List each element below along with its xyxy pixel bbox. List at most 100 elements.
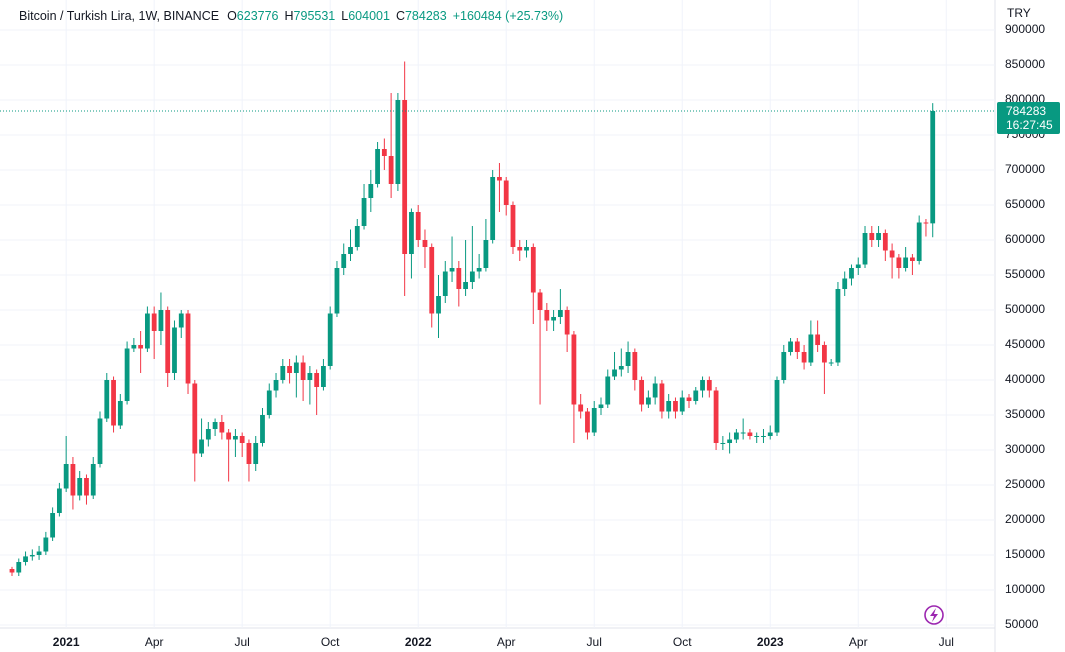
candle-body	[598, 404, 604, 408]
candle-body	[544, 310, 550, 321]
ohlc-value: 795531	[294, 9, 336, 23]
candle-body	[158, 310, 164, 331]
candle-body	[226, 432, 232, 440]
candle-body	[341, 254, 347, 269]
candle-body	[260, 414, 265, 443]
candle-body	[56, 488, 62, 513]
candle-body	[490, 177, 496, 241]
price-label: 784283	[1006, 104, 1046, 118]
candle-body	[165, 310, 171, 373]
candle-body	[530, 247, 536, 293]
candle-body	[774, 379, 780, 433]
y-tick-label: 500000	[1005, 302, 1045, 316]
candle-body	[246, 442, 252, 464]
candle-body	[368, 184, 374, 199]
candle-body	[16, 561, 22, 573]
y-tick-label: 50000	[1005, 617, 1039, 631]
candle-body	[551, 317, 556, 321]
candle-body	[124, 348, 130, 401]
candle-body	[111, 379, 116, 426]
candle-body	[497, 177, 502, 181]
candle-body	[280, 365, 286, 380]
candle-body	[185, 313, 191, 384]
candle-body	[591, 407, 597, 433]
y-tick-label: 100000	[1005, 582, 1045, 596]
candle-body	[740, 432, 746, 434]
candle-body	[442, 271, 448, 296]
candle-body	[849, 268, 854, 279]
candle-body	[889, 250, 895, 258]
candle-body	[652, 383, 658, 398]
candle-body	[747, 432, 753, 436]
candle-body	[869, 233, 875, 241]
replay-icon[interactable]	[924, 605, 944, 625]
candle-body	[659, 383, 665, 412]
candle-body	[409, 212, 414, 255]
candle-body	[463, 282, 468, 290]
candle-body	[300, 362, 306, 380]
candle-body	[788, 341, 793, 352]
candle-body	[348, 247, 353, 255]
candle-body	[882, 233, 888, 251]
candle-body	[199, 439, 204, 454]
candle-body	[287, 365, 292, 373]
candle-body	[402, 100, 408, 255]
candle-body	[178, 313, 184, 328]
x-tick-label: Jul	[587, 635, 602, 649]
y-tick-label: 200000	[1005, 512, 1045, 526]
candle-body	[828, 362, 834, 364]
candle-body	[145, 313, 150, 349]
x-tick-label: Jul	[939, 635, 954, 649]
y-tick-label: 450000	[1005, 337, 1045, 351]
candle-body	[801, 351, 807, 363]
ohlc-label: O	[227, 9, 237, 23]
candle-body	[327, 313, 333, 366]
candle-body	[151, 313, 157, 331]
candle-body	[219, 421, 225, 433]
candle-body	[104, 379, 110, 419]
candle-body	[578, 404, 584, 412]
y-tick-label: 150000	[1005, 547, 1045, 561]
candle-body	[415, 212, 421, 241]
candle-body	[381, 149, 387, 157]
candle-body	[612, 369, 617, 377]
y-tick-label: 350000	[1005, 407, 1045, 421]
candle-body	[138, 345, 144, 349]
candle-body	[842, 278, 848, 290]
y-tick-label: 550000	[1005, 267, 1045, 281]
y-tick-label: 650000	[1005, 197, 1045, 211]
y-tick-label: 900000	[1005, 22, 1045, 36]
ohlc-label: L	[341, 9, 348, 23]
candle-body	[70, 463, 76, 496]
candle-body	[815, 334, 821, 345]
candle-body	[239, 435, 245, 443]
candle-body	[97, 418, 103, 464]
candle-body	[855, 264, 861, 269]
candle-body	[307, 372, 313, 380]
candle-body	[354, 226, 360, 248]
candle-body	[43, 537, 49, 552]
candle-body	[29, 554, 35, 557]
candle-body	[618, 365, 624, 370]
candle-body	[605, 376, 611, 405]
candle-body	[436, 296, 441, 314]
candle-body	[90, 463, 96, 496]
chart-title: Bitcoin / Turkish Lira, 1W, BINANCE	[19, 9, 219, 23]
candle-body	[266, 390, 272, 415]
candle-body	[192, 383, 198, 454]
currency: TRY	[1007, 6, 1031, 20]
candles	[9, 61, 936, 576]
ohlc-value: 784283	[405, 9, 447, 23]
ohlc-value: 623776	[237, 9, 279, 23]
header: Bitcoin / Turkish Lira, 1W, BINANCE O6237…	[19, 9, 563, 23]
candle-body	[476, 268, 482, 272]
candle-body	[503, 180, 509, 206]
candle-body	[517, 247, 523, 251]
candle-body	[212, 421, 218, 429]
x-tick-label: Apr	[145, 635, 164, 649]
candle-body	[700, 379, 705, 391]
candle-body	[794, 341, 800, 352]
ohlc-value: 604001	[348, 9, 390, 23]
candle-body	[422, 240, 428, 248]
candle-body	[483, 240, 489, 269]
